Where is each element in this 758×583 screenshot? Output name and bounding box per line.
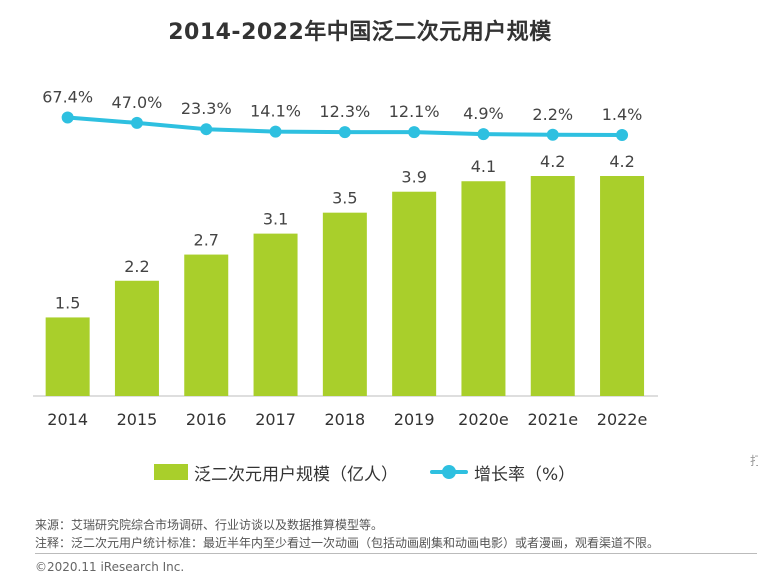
growth-rate-label: 67.4%	[42, 88, 93, 107]
growth-rate-point	[269, 125, 282, 138]
bar	[114, 280, 159, 396]
x-tick-label: 2021e	[527, 410, 578, 429]
bar	[600, 176, 645, 396]
x-tick-label: 2016	[186, 410, 227, 429]
bar	[461, 181, 506, 396]
bar	[530, 176, 575, 396]
bar	[392, 191, 437, 396]
growth-rate-label: 12.3%	[319, 102, 370, 121]
bar-value-label: 3.5	[332, 189, 357, 208]
annotation-note: 注释：泛二次元用户统计标准：最近半年内至少看过一次动画（包括动画剧集和动画电影）…	[35, 536, 660, 550]
growth-rate-label: 14.1%	[250, 102, 301, 121]
growth-rate-point	[338, 126, 351, 139]
growth-rate-point	[200, 123, 213, 136]
bar-value-label: 3.1	[263, 210, 288, 229]
bar	[322, 212, 367, 396]
growth-rate-label: 47.0%	[112, 93, 163, 112]
x-tick-label: 2019	[394, 410, 435, 429]
bar-value-label: 1.5	[55, 293, 80, 312]
footer-divider	[35, 553, 757, 554]
growth-rate-label: 2.2%	[532, 105, 573, 124]
bar-value-label: 2.7	[194, 231, 219, 250]
legend-bar-swatch	[154, 464, 188, 480]
legend-line-series: 增长率（%）	[430, 461, 576, 485]
bar-value-label: 4.1	[471, 157, 496, 176]
legend-bar-label: 泛二次元用户规模（亿人）	[194, 464, 398, 485]
bar-value-label: 2.2	[124, 257, 149, 276]
x-tick-label: 2015	[117, 410, 158, 429]
x-tick-label: 2014	[47, 410, 88, 429]
growth-rate-point	[61, 111, 74, 124]
source-note: 来源：艾瑞研究院综合市场调研、行业访谈以及数据推算模型等。	[35, 518, 384, 532]
x-tick-label: 2018	[324, 410, 365, 429]
growth-rate-label: 12.1%	[389, 102, 440, 121]
bar	[45, 317, 90, 396]
bar-value-label: 3.9	[401, 168, 426, 187]
bar	[253, 233, 298, 396]
growth-rate-point	[546, 128, 559, 141]
edge-mark: 打	[750, 454, 758, 468]
growth-rate-label: 23.3%	[181, 99, 232, 118]
legend-line-label: 增长率（%）	[474, 464, 576, 485]
growth-rate-point	[616, 129, 629, 141]
copyright: ©2020.11 iResearch Inc.	[35, 560, 185, 574]
growth-rate-label: 1.4%	[602, 105, 643, 124]
bar	[184, 254, 229, 396]
bar-value-label: 4.2	[609, 152, 634, 171]
chart-title: 2014-2022年中国泛二次元用户规模	[168, 20, 552, 45]
x-tick-label: 2017	[255, 410, 296, 429]
x-tick-label: 2020e	[458, 410, 509, 429]
growth-rate-point	[477, 128, 490, 141]
x-tick-label: 2022e	[597, 410, 648, 429]
legend-line-swatch	[430, 464, 468, 480]
growth-rate-label: 4.9%	[463, 104, 504, 123]
growth-rate-point	[408, 126, 421, 139]
legend-bar-series: 泛二次元用户规模（亿人）	[154, 461, 398, 485]
growth-rate-point	[130, 116, 143, 129]
bar-value-label: 4.2	[540, 152, 565, 171]
